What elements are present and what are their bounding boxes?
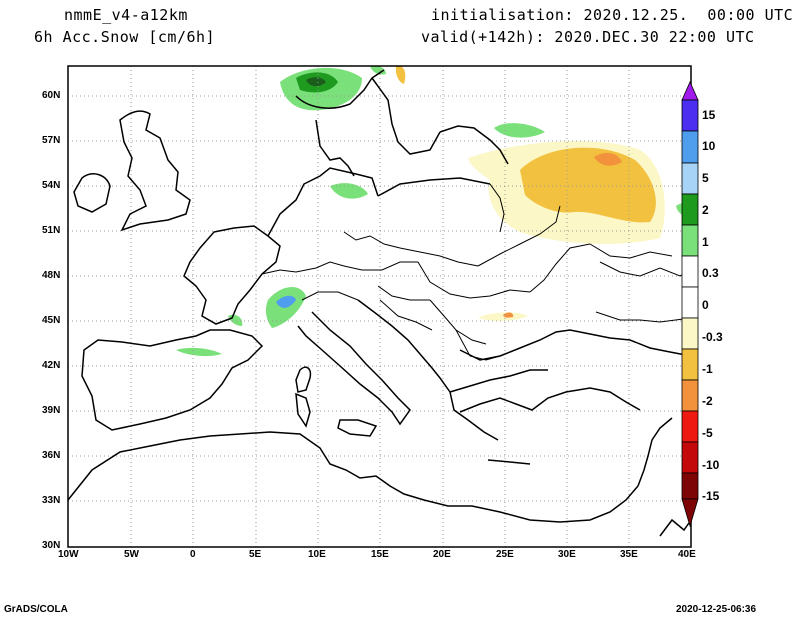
colorbar-label: 0 [702, 298, 709, 312]
colorbar-bin-minus10 [681, 441, 699, 474]
colorbar-bin-minus2 [681, 379, 699, 412]
lon-tick: 5E [249, 549, 262, 560]
snow-shading [176, 66, 691, 357]
colorbar-label: -2 [702, 394, 713, 408]
lon-tick: 30E [558, 549, 576, 560]
colorbar-label: -5 [702, 426, 713, 440]
lon-tick: 10E [308, 549, 326, 560]
colorbar-bin-0 [681, 286, 699, 319]
colorbar-label: -1 [702, 362, 713, 376]
snow-increase-alps-high [276, 295, 296, 308]
grid [68, 66, 691, 547]
init-time: initialisation: 2020.12.25. 00:00 UTC [431, 6, 794, 24]
lat-tick: 45N [42, 315, 61, 326]
colorbar-bin-2 [681, 193, 699, 226]
colorbar-label: 1 [702, 235, 709, 249]
lat-tick: 30N [42, 540, 61, 551]
lon-tick: 10W [58, 549, 79, 560]
lat-tick: 39N [42, 405, 61, 416]
lon-tick: 5W [124, 549, 139, 560]
valid-time: valid(+142h): 2020.DEC.30 22:00 UTC [421, 28, 755, 46]
colorbar-bin-minus5 [681, 410, 699, 443]
colorbar-bin-5 [681, 162, 699, 195]
snow-decrease-strong-area [594, 152, 622, 166]
colorbar-bottom-arrow [681, 498, 699, 528]
lon-tick: 20E [433, 549, 451, 560]
lon-tick: 25E [496, 549, 514, 560]
lat-tick: 54N [42, 180, 61, 191]
colorbar-bin-1 [681, 224, 699, 257]
colorbar-top-arrow [681, 81, 699, 101]
model-title: nmmE_v4-a12km [64, 6, 188, 24]
colorbar-label: -0.3 [702, 330, 723, 344]
snow-decrease-north [395, 66, 406, 84]
snow-increase-baltic [494, 123, 545, 138]
lat-tick: 60N [42, 90, 61, 101]
lon-tick: 15E [371, 549, 389, 560]
colorbar-label: 0.3 [702, 266, 719, 280]
colorbar-bin-0.3 [681, 255, 699, 288]
colorbar-label: 15 [702, 108, 716, 122]
colorbar-label: -10 [702, 458, 720, 472]
snow-increase-scandinavia-core [306, 77, 326, 87]
lon-tick: 40E [678, 549, 696, 560]
coastlines [68, 69, 691, 537]
lat-tick: 51N [42, 225, 61, 236]
colorbar-label: -15 [702, 489, 720, 503]
lon-tick: 35E [620, 549, 638, 560]
lon-tick: 0 [190, 549, 196, 560]
colorbar-bin-15 [681, 99, 699, 132]
lat-tick: 48N [42, 270, 61, 281]
snow-decrease-small-area [478, 312, 528, 321]
colorbar-label: 2 [702, 203, 709, 217]
snow-decrease-dot [503, 312, 514, 318]
colorbar-bin-minus0.3 [681, 317, 699, 350]
lat-tick: 42N [42, 360, 61, 371]
colorbar-bin-10 [681, 130, 699, 164]
footer-timestamp: 2020-12-25-06:36 [676, 604, 757, 615]
lat-tick: 57N [42, 135, 61, 146]
colorbar-label: 5 [702, 171, 709, 185]
lat-tick: 33N [42, 495, 61, 506]
footer-credit: GrADS/COLA [4, 604, 68, 615]
snow-increase-norway-north [370, 66, 386, 75]
lat-tick: 36N [42, 450, 61, 461]
colorbar-bin-minus1 [681, 348, 699, 381]
snow-increase-massif [228, 314, 243, 326]
field-title: 6h Acc.Snow [cm/6h] [34, 28, 216, 46]
snow-increase-germany [330, 183, 368, 199]
colorbar [681, 81, 699, 528]
snow-decrease-moderate-area [520, 147, 656, 223]
snow-increase-pyrenees [176, 347, 222, 357]
colorbar-bin-minus15 [681, 472, 699, 500]
colorbar-label: 10 [702, 139, 716, 153]
